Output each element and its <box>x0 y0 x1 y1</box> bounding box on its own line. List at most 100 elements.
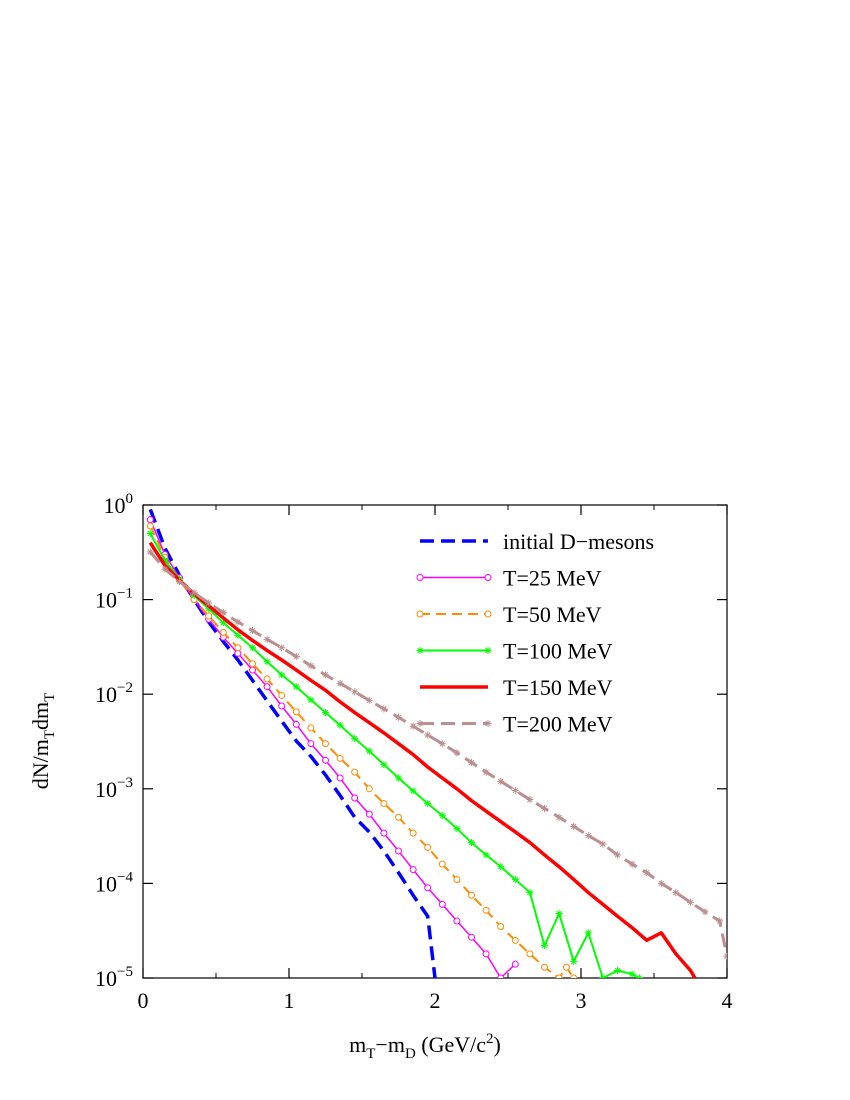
data-point <box>541 963 548 971</box>
x-axis-ticks: 0 1 2 3 4 <box>138 505 733 1013</box>
data-point <box>249 660 256 668</box>
data-point <box>380 799 388 807</box>
series-line <box>148 508 437 978</box>
data-point <box>380 829 388 837</box>
data-point <box>482 851 490 859</box>
data-point <box>176 578 183 586</box>
data-point <box>723 952 727 960</box>
data-point <box>562 963 570 971</box>
data-point <box>409 787 417 795</box>
data-point <box>555 910 563 918</box>
data-point <box>453 825 461 833</box>
series-line <box>149 519 516 978</box>
data-point <box>205 599 213 607</box>
data-point <box>584 929 592 937</box>
x-tick-label: 4 <box>722 988 733 1013</box>
data-point <box>336 774 344 782</box>
data-point <box>555 974 563 978</box>
data-point <box>599 840 607 848</box>
data-point <box>511 875 519 883</box>
legend-marker <box>416 720 424 727</box>
legend-marker <box>484 610 492 618</box>
data-point <box>278 702 286 710</box>
data-point <box>365 785 373 793</box>
data-point <box>146 548 154 556</box>
data-point <box>249 627 256 635</box>
legend-label: T=100 MeV <box>503 639 613 664</box>
legend-marker <box>484 720 492 727</box>
data-point <box>482 950 490 958</box>
data-point <box>292 653 300 661</box>
data-point <box>190 589 198 597</box>
data-point <box>322 756 329 764</box>
y-tick-label: 10−2 <box>95 680 133 707</box>
data-point <box>351 688 359 696</box>
series-3 <box>146 529 643 978</box>
x-tick-label: 2 <box>430 988 441 1013</box>
legend-marker <box>484 647 492 654</box>
data-point <box>497 923 505 931</box>
data-point <box>614 967 621 975</box>
series-line <box>149 525 575 978</box>
data-point <box>395 813 402 821</box>
legend-item: T=200 MeV <box>416 712 613 737</box>
data-point <box>249 666 256 674</box>
data-point <box>351 768 359 776</box>
data-point <box>511 786 519 794</box>
y-tick-label: 100 <box>104 491 134 518</box>
data-point <box>263 635 271 643</box>
data-point <box>146 529 154 537</box>
data-point <box>511 936 519 944</box>
data-point <box>307 740 315 748</box>
data-point <box>146 522 154 530</box>
series-5 <box>146 548 727 960</box>
data-point <box>307 662 315 670</box>
y-tick-label: 10−3 <box>95 775 133 802</box>
data-point <box>219 609 227 617</box>
data-point <box>365 696 373 704</box>
x-tick-label: 0 <box>138 988 149 1013</box>
y-axis-ticks: 100 10−1 10−2 10−3 10−4 10−5 <box>95 491 727 991</box>
data-point <box>438 900 446 908</box>
data-point <box>453 749 461 757</box>
data-point <box>205 612 213 620</box>
data-point <box>599 974 607 978</box>
series-2 <box>146 522 578 978</box>
data-point <box>336 754 344 762</box>
data-point <box>380 761 388 769</box>
data-point <box>424 843 432 851</box>
data-point <box>570 974 578 978</box>
data-point <box>482 768 490 776</box>
data-point <box>263 683 271 691</box>
data-point <box>526 950 534 958</box>
y-tick-label: 10−4 <box>95 869 133 896</box>
series-line <box>148 541 697 978</box>
data-point <box>468 839 475 847</box>
series-layer <box>146 508 727 978</box>
data-point <box>438 812 446 820</box>
legend-item: T=150 MeV <box>420 675 613 700</box>
legend-label: T=150 MeV <box>503 675 613 700</box>
data-point <box>643 869 651 877</box>
data-point <box>292 683 300 691</box>
data-point <box>161 556 169 564</box>
data-point <box>657 879 665 887</box>
data-point <box>395 713 402 721</box>
data-point <box>322 740 329 748</box>
data-point <box>497 863 505 871</box>
data-point <box>541 942 548 950</box>
data-point <box>234 631 242 639</box>
series-line <box>149 550 727 957</box>
data-point <box>511 960 519 968</box>
data-point <box>307 724 315 732</box>
data-point <box>365 747 373 755</box>
data-point <box>395 847 402 855</box>
data-point <box>424 799 432 807</box>
data-point <box>351 794 359 802</box>
y-tick-label: 10−5 <box>95 964 133 991</box>
data-point <box>570 822 578 830</box>
data-point <box>497 777 505 785</box>
data-point <box>292 720 300 728</box>
data-point <box>219 628 227 636</box>
data-point <box>307 696 315 704</box>
